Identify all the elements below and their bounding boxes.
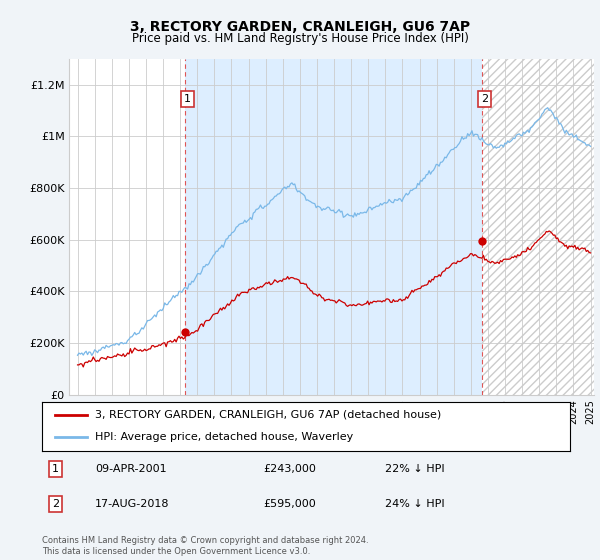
Text: £243,000: £243,000 [264, 464, 317, 474]
Text: 1: 1 [52, 464, 59, 474]
Text: 17-AUG-2018: 17-AUG-2018 [95, 499, 169, 509]
Text: Price paid vs. HM Land Registry's House Price Index (HPI): Price paid vs. HM Land Registry's House … [131, 32, 469, 45]
Text: 3, RECTORY GARDEN, CRANLEIGH, GU6 7AP: 3, RECTORY GARDEN, CRANLEIGH, GU6 7AP [130, 20, 470, 34]
Bar [482, 59, 599, 395]
Text: 24% ↓ HPI: 24% ↓ HPI [385, 499, 445, 509]
Text: Contains HM Land Registry data © Crown copyright and database right 2024.
This d: Contains HM Land Registry data © Crown c… [42, 536, 368, 556]
Text: 2: 2 [52, 499, 59, 509]
Bar [185, 59, 482, 395]
Text: 1: 1 [184, 94, 191, 104]
Text: 3, RECTORY GARDEN, CRANLEIGH, GU6 7AP (detached house): 3, RECTORY GARDEN, CRANLEIGH, GU6 7AP (d… [95, 410, 441, 420]
Text: 2: 2 [481, 94, 488, 104]
Text: £595,000: £595,000 [264, 499, 317, 509]
Text: 09-APR-2001: 09-APR-2001 [95, 464, 166, 474]
Text: 22% ↓ HPI: 22% ↓ HPI [385, 464, 445, 474]
Text: HPI: Average price, detached house, Waverley: HPI: Average price, detached house, Wave… [95, 432, 353, 442]
Bar [482, 59, 599, 395]
